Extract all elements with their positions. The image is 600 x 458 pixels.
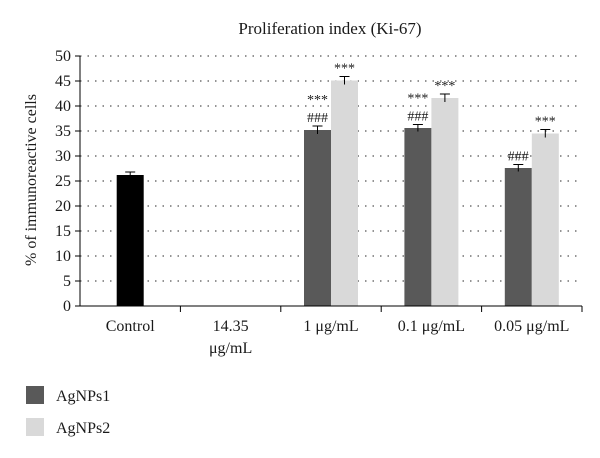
significance-label: ### <box>307 111 328 126</box>
bar-AgNPs1 <box>504 168 532 306</box>
x-category-label: 1 μg/mL <box>303 318 358 335</box>
bar-AgNPs1 <box>304 130 331 306</box>
significance-label: *** <box>535 115 556 130</box>
legend-swatch <box>26 386 44 404</box>
significance-label: ### <box>407 110 428 125</box>
significance-label: *** <box>334 62 355 77</box>
significance-annotations: ### *** *** ### *** *** ### *** <box>307 62 556 165</box>
x-category-label: Control <box>106 318 155 335</box>
chart-title: Proliferation index (Ki-67) <box>238 19 421 38</box>
y-tick-label: 20 <box>55 198 71 215</box>
y-tick-label: 30 <box>55 148 71 165</box>
y-tick-label: 5 <box>63 273 71 290</box>
x-category-label: 14.35 <box>213 318 249 335</box>
legend-label: AgNPs2 <box>56 420 110 437</box>
y-tick-label: 40 <box>55 98 71 115</box>
y-tick-label: 25 <box>55 173 71 190</box>
gridlines <box>80 55 582 282</box>
bar-AgNPs2 <box>531 133 559 306</box>
significance-label: *** <box>307 93 328 108</box>
y-ticks: 0 5 10 15 20 25 30 35 40 45 50 <box>55 48 80 315</box>
legend-swatch <box>26 418 44 436</box>
x-category-label: μg/mL <box>209 340 252 357</box>
bar-AgNPs2 <box>431 98 459 306</box>
bar-AgNPs2 <box>331 80 358 306</box>
bar-AgNPs1 <box>404 128 432 306</box>
x-categories: Control 14.35 μg/mL 1 μg/mL 0.1 μg/mL 0.05 μg… <box>106 318 570 357</box>
significance-label: *** <box>434 79 455 94</box>
y-tick-label: 45 <box>55 73 71 90</box>
y-tick-label: 50 <box>55 48 71 65</box>
y-tick-label: 35 <box>55 123 71 140</box>
significance-label: *** <box>407 92 428 107</box>
legend: AgNPs1 AgNPs2 <box>26 386 110 437</box>
error-bars <box>125 76 551 178</box>
significance-label: ### <box>508 150 529 165</box>
y-tick-label: 0 <box>63 298 71 315</box>
legend-label: AgNPs1 <box>56 388 110 405</box>
y-axis-label: % of immunoreactive cells <box>23 94 40 266</box>
y-tick-label: 15 <box>55 223 71 240</box>
x-category-label: 0.05 μg/mL <box>494 318 569 335</box>
x-category-label: 0.1 μg/mL <box>398 318 465 335</box>
y-tick-label: 10 <box>55 248 71 265</box>
bar-control <box>116 175 144 306</box>
bars <box>116 80 559 306</box>
